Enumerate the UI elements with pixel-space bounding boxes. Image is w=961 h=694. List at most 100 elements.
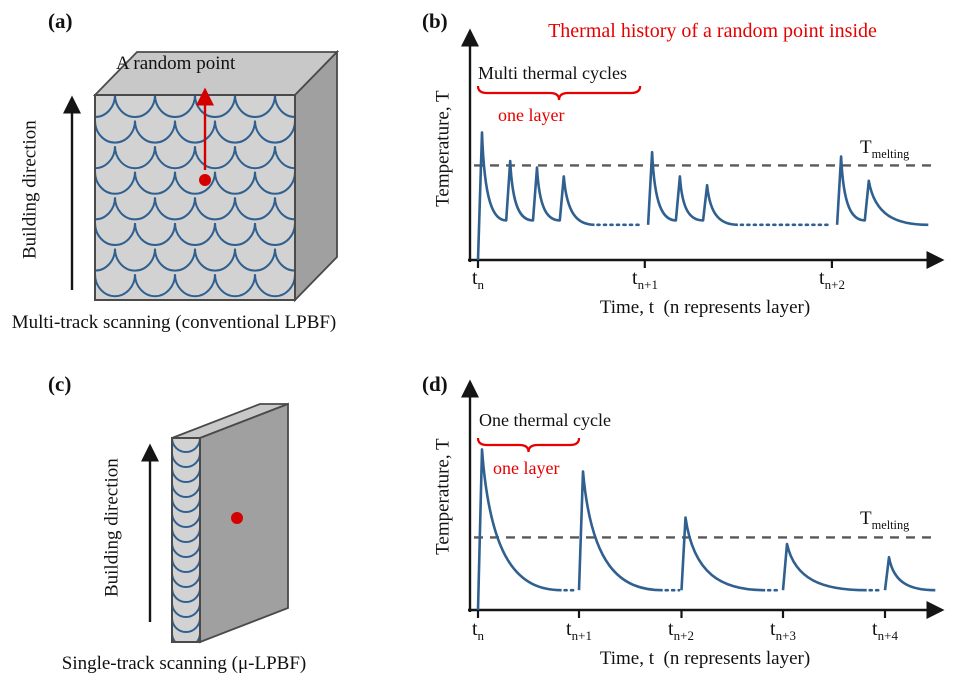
melting-temperature-label: Tmelting bbox=[860, 137, 909, 162]
melt-pool-scale bbox=[254, 171, 295, 195]
tick-label-tn3: tn+3 bbox=[770, 618, 796, 643]
building-direction-label: Building direction bbox=[101, 458, 123, 598]
melt-pool-scale bbox=[254, 222, 295, 246]
y-axis-label: Temperature, T bbox=[432, 90, 454, 207]
slab-illustration bbox=[141, 402, 289, 644]
melt-pool-scale bbox=[274, 95, 295, 118]
melt-pool-scale bbox=[234, 95, 276, 118]
melt-pool-scale bbox=[234, 146, 276, 170]
temperature-curve bbox=[476, 131, 595, 261]
curve-layer bbox=[474, 85, 938, 268]
melt-pool-scale bbox=[114, 95, 156, 118]
melt-pool-scale bbox=[134, 120, 176, 144]
curve-layer bbox=[474, 437, 938, 618]
melt-pool-scale bbox=[274, 197, 295, 221]
random-point-label: A random point bbox=[116, 53, 236, 74]
melt-pool-scale bbox=[214, 222, 256, 246]
panel-a-caption: Multi-track scanning (conventional LPBF) bbox=[11, 312, 337, 333]
melt-pool-scale bbox=[172, 497, 200, 513]
temperature-curve bbox=[883, 555, 936, 592]
melt-pool-scale bbox=[172, 452, 200, 468]
melt-pool-scale bbox=[95, 197, 116, 221]
melt-pool-scale bbox=[114, 197, 156, 221]
melt-pool-scale bbox=[154, 146, 196, 170]
one-layer-label: one layer bbox=[493, 458, 560, 478]
melt-pool-scale bbox=[214, 120, 256, 144]
melt-pool-scale bbox=[95, 120, 96, 128]
tick-label-tn: tn bbox=[471, 618, 485, 643]
melt-pool-scale bbox=[95, 274, 96, 281]
melt-pool-scale bbox=[114, 248, 156, 272]
melt-pool-scale bbox=[95, 171, 96, 179]
random-point-dot bbox=[199, 174, 211, 186]
tick-label-tn1: tn+1 bbox=[566, 618, 592, 643]
melt-pool-scale bbox=[174, 274, 216, 298]
melt-pool-scale bbox=[194, 197, 236, 221]
thermal-plot-d bbox=[461, 379, 945, 619]
cube-front-outline bbox=[94, 94, 296, 301]
melt-pool-scale bbox=[172, 632, 200, 642]
slab-side-face bbox=[199, 402, 289, 644]
melt-pool-scale bbox=[95, 222, 136, 246]
grouping-brace bbox=[476, 437, 581, 453]
single-track-pattern bbox=[172, 438, 200, 642]
melt-pool-scale bbox=[172, 542, 200, 558]
x-axis-label: Time, t (n represents layer) bbox=[599, 648, 811, 669]
melt-pool-scale bbox=[172, 557, 200, 573]
melt-pool-scale bbox=[172, 602, 200, 618]
melt-pool-scale bbox=[134, 171, 176, 195]
temperature-curve bbox=[781, 542, 867, 592]
temperature-curve bbox=[476, 448, 562, 611]
one-cycle-label: One thermal cycle bbox=[479, 410, 611, 430]
melt-pool-scale bbox=[154, 95, 196, 118]
tick-label-tn: tn bbox=[471, 267, 485, 292]
melt-pool-scale bbox=[134, 274, 176, 298]
melt-pool-scale bbox=[95, 248, 116, 272]
melt-pool-scale bbox=[95, 120, 136, 144]
melt-pool-scale bbox=[154, 197, 196, 221]
thermal-plot-b bbox=[461, 28, 945, 269]
melt-pool-scale bbox=[172, 572, 200, 588]
tick-label-tn1: tn+1 bbox=[632, 267, 658, 292]
panel-c-caption: Single-track scanning (μ-LPBF) bbox=[61, 653, 307, 674]
melt-pool-scale bbox=[95, 95, 116, 118]
melting-sub: melting bbox=[871, 146, 910, 161]
y-axis-label: Temperature, T bbox=[432, 438, 454, 555]
melt-pool-scale bbox=[254, 120, 295, 144]
melt-pool-scale bbox=[172, 482, 200, 498]
one-layer-label: one layer bbox=[498, 105, 565, 125]
multi-cycles-label: Multi thermal cycles bbox=[478, 63, 627, 83]
melt-pool-scale bbox=[114, 146, 156, 170]
panel-a-tag: (a) bbox=[48, 9, 73, 33]
melt-pool-scale bbox=[214, 171, 256, 195]
temperature-curve bbox=[835, 155, 929, 227]
melt-pool-scale bbox=[172, 617, 200, 633]
temperature-curve bbox=[680, 516, 766, 592]
cube-illustration bbox=[63, 49, 340, 303]
panel-b-title: Thermal history of a random point inside bbox=[548, 20, 877, 42]
cube-side-face bbox=[294, 49, 338, 303]
temperature-curve bbox=[577, 470, 663, 592]
building-direction-label: Building direction bbox=[19, 120, 41, 260]
panel-b-tag: (b) bbox=[422, 9, 448, 33]
melt-pool-scale bbox=[172, 467, 200, 483]
melt-pool-scale bbox=[234, 197, 276, 221]
melt-pool-scale bbox=[234, 248, 276, 272]
melt-pool-scale bbox=[172, 512, 200, 528]
melt-pool-scale bbox=[194, 248, 236, 272]
melt-pool-scale bbox=[274, 248, 295, 272]
melting-base: T bbox=[860, 137, 872, 158]
tick-label-tn2: tn+2 bbox=[819, 267, 845, 292]
tick-label-tn4: tn+4 bbox=[872, 618, 898, 643]
melt-pool-scale bbox=[254, 274, 295, 298]
grouping-brace bbox=[476, 85, 642, 101]
melt-pool-scale bbox=[274, 146, 295, 170]
panel-d-tag: (d) bbox=[422, 372, 448, 396]
panel-c-tag: (c) bbox=[48, 372, 72, 396]
melt-pool-scale bbox=[95, 171, 136, 195]
melt-pool-scale bbox=[154, 248, 196, 272]
melt-pool-scale bbox=[172, 527, 200, 543]
melt-pool-scale bbox=[214, 274, 256, 298]
